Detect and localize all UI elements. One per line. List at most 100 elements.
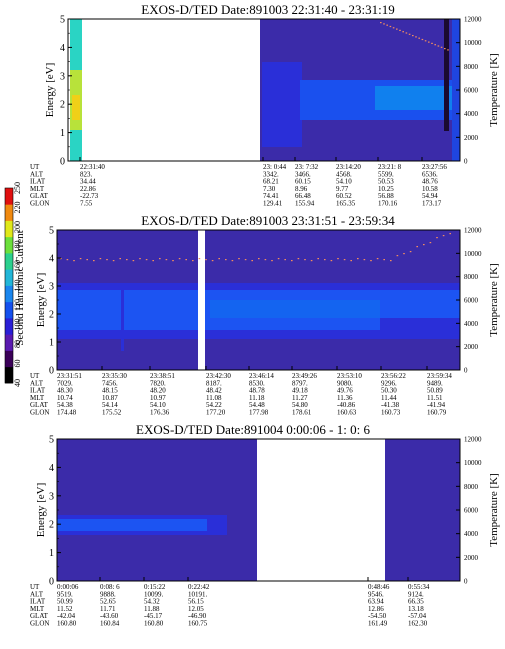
orbit-cell: 170.16 [378,200,398,208]
orbit-cell: 9888. [100,590,116,598]
energy-tick-label: 1 [49,338,54,349]
colorbar-swatch [5,334,13,351]
temperature-tick-label: 2000 [464,554,479,562]
orbit-cell: 74.41 [263,192,279,200]
panel-1: EXOS-D/TED Date:891003 22:31:40 - 23:31:… [30,2,500,208]
temperature-point [106,259,108,261]
panel-2-ylabel: Energy [eV] [35,273,47,327]
temperature-point [291,260,293,262]
orbit-cell: 48.42 [206,387,222,395]
colorbar-tick-label: 60 [13,360,22,368]
orbit-cell: 10.25 [378,185,394,193]
panel-3-plot-area [56,438,461,582]
orbit-cell: 178.61 [292,409,312,417]
temperature-point [399,29,401,31]
colorbar-tick-label: 250 [13,182,22,194]
orbit-cell: 173.17 [422,200,442,208]
temperature-point [159,258,161,260]
energy-tick-label: 3 [49,491,54,502]
temperature-tick-label: 10000 [464,250,482,258]
orbit-cell: -45.17 [144,612,163,620]
colorbar-frame [4,187,14,384]
temperature-point [165,259,168,261]
temperature-point [436,237,438,239]
panel-1-dark-stripe [444,19,449,131]
colorbar-swatch [5,236,13,254]
panel-3-axes: 0 1 2 3 4 5 0 2000 4000 6000 8000 10000 12000 [49,435,482,588]
orbit-cell: 48.76 [422,178,438,186]
temperature-point [350,260,352,262]
temperature-point [205,259,207,261]
orbit-row-label: MLT [30,394,45,402]
panel-1-title: EXOS-D/TED Date:891003 22:31:40 - 23:31:… [141,2,394,17]
orbit-cell: 0:00:06 [57,583,79,591]
orbit-row-label: ILAT [30,598,46,606]
colorbar-swatch [5,366,13,384]
panel-3-orbit-table: UTALTILATMLTGLATGLON0:00:069519.50.9911.… [30,583,430,628]
orbit-row-label: UT [30,583,40,591]
temperature-point [310,260,313,262]
temperature-point [79,258,82,260]
orbit-cell: 0:48:46 [368,583,390,591]
orbit-cell: 10099. [144,590,164,598]
energy-tick-label: 5 [49,435,54,446]
orbit-cell: 7029. [57,379,73,387]
orbit-cell: 177.98 [249,409,269,417]
temperature-point [66,259,69,261]
temperature-point [139,258,141,260]
temperature-point [421,38,424,41]
temperature-point [392,27,395,29]
energy-tick-label: 0 [60,157,65,168]
orbit-cell: 11.51 [427,394,443,402]
orbit-cell: -42.04 [57,612,76,620]
temperature-point [416,246,418,248]
orbit-cell: 10.58 [422,185,438,193]
orbit-cell: 162.30 [408,620,428,628]
temperature-point [386,24,388,26]
orbit-cell: 23:35:30 [102,372,127,380]
orbit-cell: 48.30 [57,387,73,395]
temperature-point [192,260,194,262]
orbit-cell: 3466. [295,170,311,178]
temperature-tick-label: 4000 [464,320,479,328]
orbit-cell: 54.10 [150,401,166,409]
panel-2-data-gap [198,230,205,370]
colorbar-swatch [5,220,13,238]
temperature-point [418,37,420,39]
orbit-cell: 23: 0:44 [263,163,287,171]
orbit-cell: 177.20 [206,409,226,417]
temperature-point [152,260,154,262]
orbit-cell: 63.94 [368,598,384,606]
panel-2-orbit-table: UTALTILATMLTGLATGLON23:31:517029.48.3010… [30,372,452,417]
colorbar-swatch [5,269,13,286]
temperature-point [405,32,408,34]
temperature-point [440,46,443,48]
orbit-cell: 11.71 [100,605,116,613]
panel-2-temperature-points [60,233,451,262]
orbit-cell: 3342. [263,170,279,178]
orbit-cell: 11.27 [292,394,308,402]
orbit-row-label: ALT [30,590,44,598]
orbit-row-label: GLAT [30,612,49,620]
panel-1-band-early [262,62,302,147]
colorbar-tick-label: 160 [13,260,22,272]
orbit-cell: 9489. [427,379,443,387]
temperature-tick-label: 10000 [464,39,482,47]
temperature-point [380,22,382,24]
colorbar: 40 60 80 100 120 140 160 180 200 220 250 [4,182,22,387]
panel-2-axes: 0 1 2 3 4 5 0 2000 4000 6000 8000 10000 12000 [49,226,482,377]
orbit-cell: 165.35 [336,200,356,208]
orbit-cell: 6536. [422,170,438,178]
energy-tick-label: 0 [49,366,54,377]
panel-2-plot-area [56,229,461,371]
orbit-cell: -41.38 [381,401,400,409]
panel-1-initial-strip-core [72,95,80,120]
orbit-cell: 54.22 [206,401,222,409]
orbit-cell: 56.15 [188,598,204,606]
temperature-point [86,259,88,261]
orbit-cell: 23: 7:32 [295,163,319,171]
orbit-cell: 23:42:30 [206,372,231,380]
temperature-point [119,258,121,260]
orbit-cell: 0:08: 6 [100,583,120,591]
